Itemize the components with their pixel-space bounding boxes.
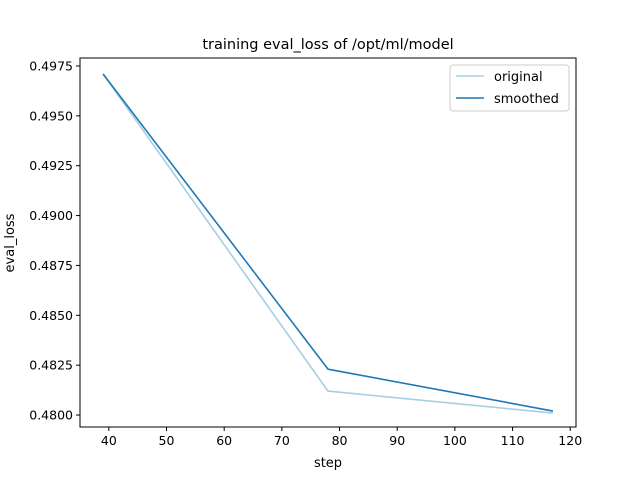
y-tick-label: 0.4825 — [29, 358, 73, 373]
x-tick-label: 50 — [159, 433, 175, 448]
x-tick-label: 80 — [332, 433, 348, 448]
x-tick-label: 60 — [216, 433, 232, 448]
y-axis-ticks: 0.4800 0.4825 0.4850 0.4875 0.4900 0.4925 0.49… — [29, 58, 80, 423]
y-tick-label: 0.4875 — [29, 258, 73, 273]
legend: original smoothed — [449, 64, 570, 112]
x-tick-label: 40 — [101, 433, 117, 448]
plot-area-frame — [79, 57, 577, 428]
x-tick-label: 120 — [558, 433, 582, 448]
legend-label-smoothed: smoothed — [494, 92, 559, 107]
y-axis-label: eval_loss — [3, 213, 18, 272]
y-tick-label: 0.4850 — [29, 308, 73, 323]
y-tick-label: 0.4900 — [29, 208, 73, 223]
y-tick-label: 0.4975 — [29, 58, 73, 73]
series-line-original — [102, 73, 554, 414]
x-tick-label: 110 — [501, 433, 525, 448]
x-tick-label: 100 — [443, 433, 467, 448]
series-layer — [102, 73, 554, 414]
y-tick-label: 0.4950 — [29, 108, 73, 123]
x-axis-label: step — [314, 456, 342, 471]
y-tick-label: 0.4925 — [29, 158, 73, 173]
legend-label-original: original — [494, 70, 543, 85]
y-tick-label: 0.4800 — [29, 408, 73, 423]
x-tick-label: 90 — [389, 433, 405, 448]
x-tick-label: 70 — [274, 433, 290, 448]
series-line-smoothed — [102, 73, 554, 412]
x-axis-ticks: 40 50 60 70 80 90 100 110 120 — [101, 427, 582, 448]
chart-title: training eval_loss of /opt/ml/model — [202, 37, 453, 53]
